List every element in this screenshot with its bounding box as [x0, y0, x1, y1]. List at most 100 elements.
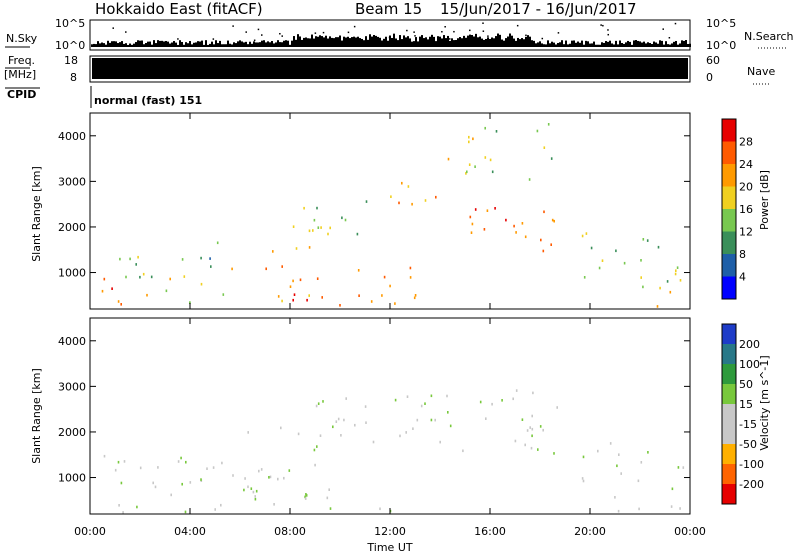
- power-cell: [296, 247, 298, 250]
- velocity-cell: [283, 477, 285, 480]
- nsky-bar: [349, 38, 351, 47]
- power-cell: [553, 220, 555, 223]
- nsky-bar: [157, 40, 159, 47]
- nsky-bar: [305, 37, 307, 47]
- nsky-bar: [601, 42, 603, 47]
- nsky-bar: [429, 37, 431, 47]
- power-cell: [552, 219, 554, 222]
- nsky-bar: [371, 37, 373, 47]
- power-cell: [550, 243, 552, 246]
- nsky-bar: [663, 45, 665, 47]
- colorbar-tick-label: 16: [739, 203, 753, 216]
- nsearch-dot: [600, 24, 602, 26]
- power-cell: [119, 258, 121, 261]
- nsky-bar: [673, 42, 675, 47]
- nsky-bar: [101, 43, 103, 47]
- nsearch-dot: [389, 37, 391, 39]
- nsky-bar: [595, 45, 597, 47]
- nsky-bar: [137, 40, 139, 47]
- nsky-bar: [421, 35, 423, 47]
- power-cell: [339, 304, 341, 307]
- power-colorbar: 481216202428: [722, 119, 753, 300]
- nsky-bar: [521, 38, 523, 47]
- nsearch-dot: [675, 23, 677, 25]
- nsky-bar: [413, 41, 415, 47]
- nave-label: Nave: [747, 65, 775, 78]
- nsky-bar: [403, 35, 405, 47]
- power-heatmap-cells: [102, 123, 682, 308]
- nsearch-dot: [525, 35, 527, 37]
- velocity-cell: [254, 495, 256, 498]
- velocity-cell: [641, 461, 643, 464]
- nsky-bar: [255, 42, 257, 47]
- power-colorbar-label: Power [dB]: [758, 170, 771, 230]
- power-cell: [281, 265, 283, 268]
- velocity-cell: [531, 415, 533, 418]
- nsearch-dot: [487, 35, 489, 37]
- nsky-bar: [347, 37, 349, 47]
- colorbar-segment: [722, 164, 736, 187]
- freq-tick-top: 18: [64, 54, 78, 67]
- power-cell: [425, 199, 427, 202]
- velocity-cell: [268, 476, 270, 479]
- nsky-bar: [357, 37, 359, 47]
- power-cell: [667, 280, 669, 283]
- nsky-bar: [343, 37, 345, 47]
- power-cell: [129, 258, 131, 261]
- nsky-bar: [171, 43, 173, 47]
- nsky-bar: [251, 44, 253, 47]
- velocity-cell: [647, 451, 649, 454]
- nsky-bar: [465, 38, 467, 47]
- nsky-bar: [373, 35, 375, 47]
- nsky-bar: [631, 45, 633, 47]
- power-cell: [492, 171, 494, 174]
- power-cell: [470, 216, 472, 219]
- nsearch-dot: [112, 27, 114, 29]
- nsky-bar: [419, 37, 421, 47]
- nsky-bar: [121, 41, 123, 47]
- power-cell: [670, 291, 672, 294]
- nsearch-dot: [449, 38, 451, 40]
- nsky-bar: [395, 38, 397, 47]
- colorbar-segment: [722, 277, 736, 300]
- power-cell: [415, 294, 417, 297]
- power-cell: [300, 279, 302, 282]
- nsky-bar: [655, 42, 657, 47]
- power-cell: [358, 294, 360, 297]
- nsky-bar: [105, 45, 107, 47]
- power-cell: [265, 268, 267, 271]
- velocity-cell: [447, 411, 449, 414]
- velocity-cell: [316, 445, 318, 448]
- velocity-cell: [152, 482, 154, 485]
- nsky-bar: [187, 43, 189, 47]
- velocity-cell: [214, 508, 216, 511]
- nsky-bar: [125, 43, 127, 47]
- velocity-cell: [405, 431, 407, 434]
- power-cell: [642, 286, 644, 289]
- power-cell: [599, 267, 601, 270]
- velocity-cell: [305, 497, 307, 500]
- nsky-bar: [587, 41, 589, 47]
- power-cell: [381, 294, 383, 297]
- power-cell: [537, 130, 539, 133]
- colorbar-segment: [722, 444, 736, 465]
- power-cell: [466, 171, 468, 174]
- nsearch-dot: [354, 26, 356, 28]
- power-cell: [414, 297, 416, 300]
- nsky-bar: [279, 42, 281, 47]
- power-cell: [327, 233, 329, 236]
- colorbar-segment: [722, 324, 736, 345]
- power-cell: [469, 163, 471, 166]
- nsky-bar: [621, 43, 623, 47]
- nsky-bar: [303, 38, 305, 47]
- velocity-cell: [140, 467, 142, 470]
- velocity-cell: [516, 389, 518, 392]
- velocity-cell: [338, 418, 340, 421]
- nsky-bar: [267, 41, 269, 47]
- nsky-bar: [615, 41, 617, 47]
- nsky-bar: [353, 37, 355, 47]
- nsearch-dot: [483, 30, 485, 32]
- nsky-bar: [317, 37, 319, 47]
- nsearch-dot: [245, 31, 247, 33]
- velocity-cell: [412, 427, 414, 430]
